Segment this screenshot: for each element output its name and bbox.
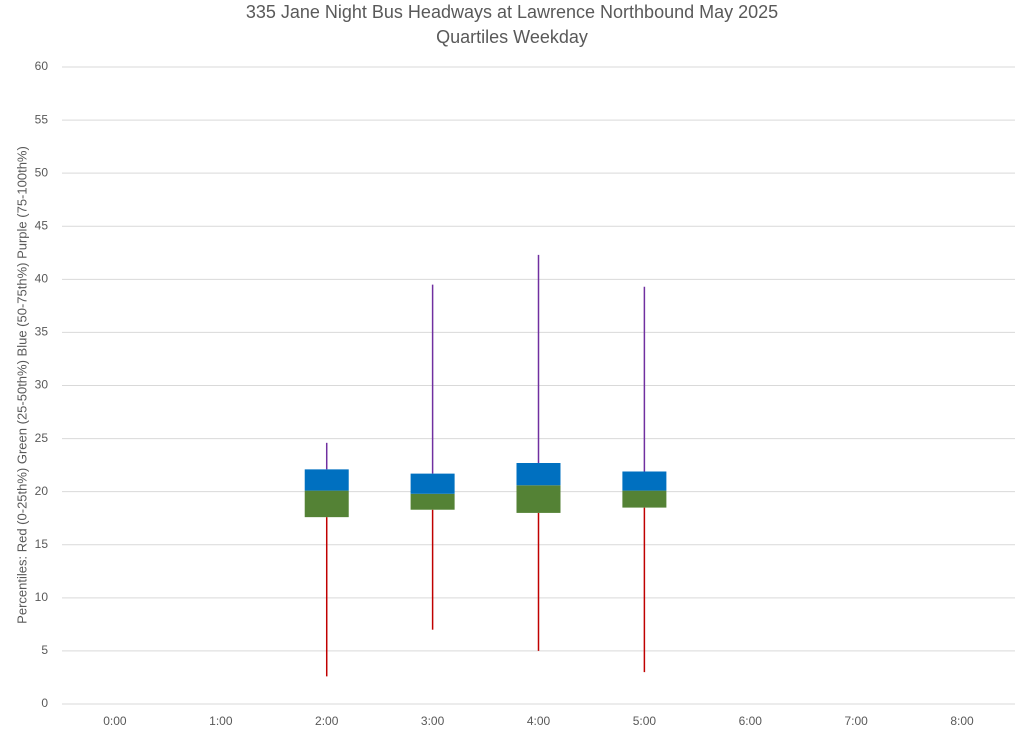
x-tick-label: 1:00 <box>209 714 233 728</box>
x-tick-label: 8:00 <box>950 714 974 728</box>
y-axis-label: Percentiles: Red (0-25th%) Green (25-50t… <box>14 146 29 624</box>
upper-box <box>410 473 455 494</box>
y-tick-label: 55 <box>35 112 49 126</box>
y-tick-label: 25 <box>35 431 49 445</box>
y-tick-label: 20 <box>35 484 49 498</box>
x-tick-label: 2:00 <box>315 714 339 728</box>
y-tick-label: 50 <box>35 165 49 179</box>
x-tick-label: 7:00 <box>844 714 868 728</box>
y-tick-label: 0 <box>41 696 48 710</box>
x-tick-label: 4:00 <box>527 714 551 728</box>
y-tick-label: 30 <box>35 378 49 392</box>
y-tick-label: 45 <box>35 218 49 232</box>
lower-box <box>622 490 667 508</box>
y-tick-label: 60 <box>35 59 49 73</box>
y-tick-label: 40 <box>35 272 49 286</box>
lower-box <box>304 490 349 518</box>
y-tick-label: 10 <box>35 590 49 604</box>
chart-subtitle: Quartiles Weekday <box>436 27 588 47</box>
upper-box <box>516 463 561 486</box>
x-tick-label: 0:00 <box>103 714 127 728</box>
y-tick-label: 15 <box>35 537 49 551</box>
y-tick-label: 35 <box>35 325 49 339</box>
lower-box <box>410 493 455 510</box>
upper-box <box>304 469 349 491</box>
chart-title: 335 Jane Night Bus Headways at Lawrence … <box>246 2 778 22</box>
y-tick-label: 5 <box>41 643 48 657</box>
x-tick-label: 5:00 <box>633 714 657 728</box>
x-tick-label: 6:00 <box>739 714 763 728</box>
x-tick-label: 3:00 <box>421 714 445 728</box>
upper-box <box>622 471 667 491</box>
lower-box <box>516 485 561 513</box>
